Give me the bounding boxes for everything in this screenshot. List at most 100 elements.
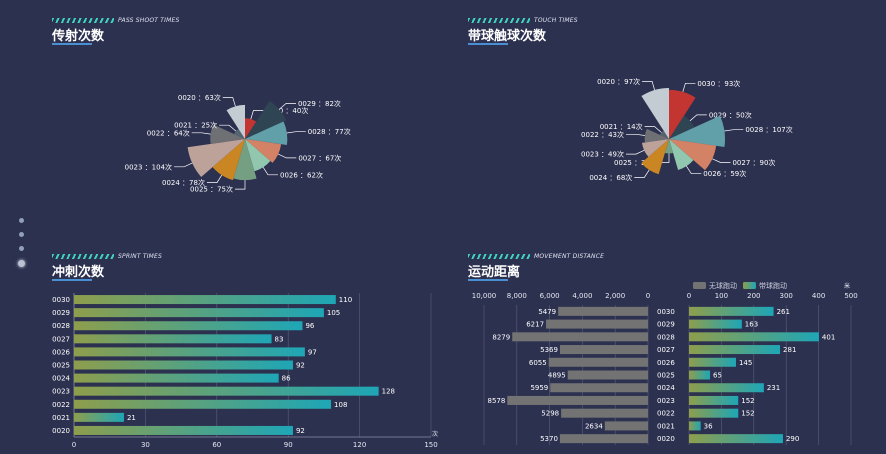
slice-label: 0030 ：93次 bbox=[697, 79, 740, 88]
page-indicator bbox=[18, 218, 25, 276]
bar-value-label: 5959 bbox=[530, 384, 548, 392]
rose-slice bbox=[664, 139, 674, 154]
leader-line bbox=[278, 153, 297, 159]
bar-value-label: 36 bbox=[704, 422, 713, 430]
bar bbox=[567, 370, 648, 380]
bar-value-label: 261 bbox=[777, 308, 790, 316]
bar bbox=[74, 360, 293, 370]
bar bbox=[512, 332, 648, 342]
leader-line bbox=[250, 110, 264, 120]
slice-label: 0029 ：82次 bbox=[298, 99, 341, 108]
bar bbox=[74, 373, 279, 383]
bar bbox=[74, 399, 332, 409]
leader-line bbox=[642, 81, 655, 91]
rose-slice bbox=[644, 128, 669, 143]
bar bbox=[74, 425, 293, 435]
x-tick-label: 90 bbox=[284, 441, 293, 449]
x-tick-label: 10,000 bbox=[472, 292, 497, 300]
slice-label: 0026 ：59次 bbox=[703, 169, 746, 178]
rose-slice bbox=[669, 139, 717, 171]
bar bbox=[689, 319, 742, 329]
bar bbox=[689, 370, 711, 380]
slice-label: 0027 ：90次 bbox=[732, 158, 775, 167]
bar bbox=[546, 319, 648, 329]
bar bbox=[550, 383, 648, 393]
rose-slice bbox=[669, 139, 694, 170]
leader-line bbox=[219, 124, 237, 132]
leader-line bbox=[634, 169, 650, 178]
leader-line bbox=[207, 174, 223, 183]
bar bbox=[689, 434, 783, 444]
y-tick-label: 0029 bbox=[657, 321, 675, 329]
leader-line bbox=[235, 180, 246, 190]
x-unit-label: 米 bbox=[844, 282, 850, 290]
y-tick-label: 0021 bbox=[52, 414, 70, 422]
x-tick-label: 2,000 bbox=[605, 292, 625, 300]
bar bbox=[689, 345, 781, 355]
bar-value-label: 105 bbox=[327, 309, 340, 317]
y-tick-label: 0021 bbox=[657, 422, 675, 430]
page-dot[interactable] bbox=[19, 246, 24, 251]
x-unit-label: 次 bbox=[432, 430, 438, 438]
bar bbox=[558, 306, 648, 316]
x-tick-label: 300 bbox=[780, 292, 793, 300]
y-tick-label: 0022 bbox=[52, 401, 70, 409]
bar-value-label: 83 bbox=[275, 335, 284, 343]
bar bbox=[689, 408, 739, 418]
rose-slice bbox=[226, 104, 245, 139]
x-tick-label: 150 bbox=[424, 441, 437, 449]
page-dot-active[interactable] bbox=[18, 260, 25, 267]
page-dot[interactable] bbox=[19, 218, 24, 223]
rose-slice bbox=[641, 139, 669, 157]
bar bbox=[74, 412, 124, 422]
slice-label: 0030 ：40次 bbox=[265, 106, 308, 115]
bar-value-label: 6055 bbox=[529, 359, 547, 367]
y-tick-label: 0024 bbox=[52, 375, 70, 383]
y-tick-label: 0027 bbox=[52, 335, 70, 343]
sprint-title: 冲刺次数 bbox=[52, 265, 105, 280]
y-tick-label: 0024 bbox=[657, 384, 675, 392]
slice-label: 0025 ：23次 bbox=[614, 158, 657, 167]
bar-value-label: 401 bbox=[822, 333, 835, 341]
movement-bar-chart: 10,000 8,000 6,000 4,000 2,000 0 0 100 200 300 400… bbox=[472, 281, 858, 445]
title-underline bbox=[52, 279, 92, 281]
legend-swatch bbox=[743, 282, 756, 289]
bar-value-label: 96 bbox=[305, 322, 314, 330]
x-tick-label: 0 bbox=[646, 292, 650, 300]
x-tick-label: 120 bbox=[353, 441, 366, 449]
rose-slice bbox=[641, 139, 669, 175]
slice-label: 0029 ：50次 bbox=[709, 110, 752, 119]
y-tick-label: 0030 bbox=[52, 296, 70, 304]
rose-slice bbox=[234, 128, 245, 139]
leader-line bbox=[626, 149, 645, 155]
bar-value-label: 290 bbox=[786, 435, 799, 443]
title-underline bbox=[468, 279, 508, 281]
title-underline bbox=[468, 43, 508, 45]
slice-label: 0024 ：78次 bbox=[162, 178, 205, 187]
bar bbox=[689, 332, 819, 342]
stripe-decoration bbox=[52, 18, 114, 23]
bar bbox=[604, 421, 648, 431]
bar-value-label: 152 bbox=[741, 410, 754, 418]
rose-slice bbox=[245, 121, 288, 146]
movement-title: 运动距离 bbox=[468, 265, 521, 280]
rose-slice bbox=[659, 130, 669, 139]
slice-label: 0027 ：67次 bbox=[298, 153, 341, 162]
slice-label: 0028 ：77次 bbox=[308, 127, 351, 136]
bar-value-label: 231 bbox=[767, 384, 780, 392]
page-dot[interactable] bbox=[19, 232, 24, 237]
bar-value-label: 2634 bbox=[585, 422, 603, 430]
sprint-subtitle: SPRINT TIMES bbox=[118, 253, 163, 260]
y-tick-label: 0023 bbox=[657, 397, 675, 405]
x-tick-label: 8,000 bbox=[507, 292, 527, 300]
slice-label: 0022 ：43次 bbox=[581, 130, 624, 139]
rose-slice bbox=[245, 100, 287, 139]
slice-label: 0026 ：62次 bbox=[280, 170, 323, 179]
rose-slice bbox=[641, 87, 669, 139]
bar bbox=[559, 345, 648, 355]
leader-line bbox=[626, 133, 645, 136]
sprint-bar-chart: 0 30 60 90 120 150 次 0030 110 0029 105 0028 96 0027 83… bbox=[52, 293, 438, 449]
leader-line bbox=[278, 103, 296, 110]
y-tick-label: 0028 bbox=[52, 322, 70, 330]
